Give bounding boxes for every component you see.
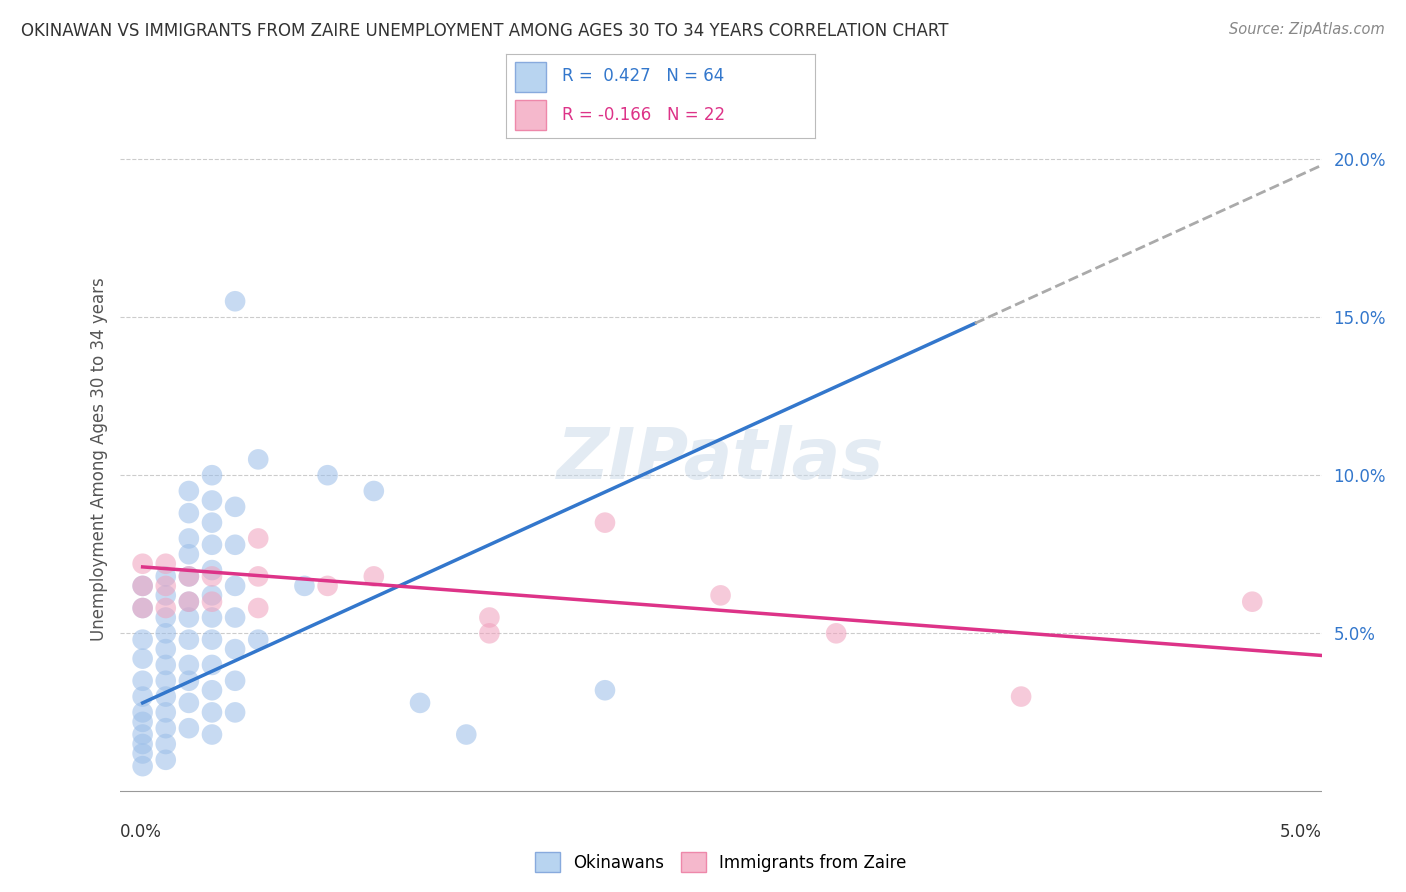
Point bbox=[1241, 595, 1264, 609]
Point bbox=[456, 727, 478, 741]
Point bbox=[247, 632, 270, 647]
Point bbox=[316, 468, 339, 483]
Point bbox=[201, 569, 224, 583]
Point bbox=[155, 657, 177, 672]
Text: 5.0%: 5.0% bbox=[1279, 822, 1322, 840]
Point bbox=[155, 673, 177, 688]
Point bbox=[201, 683, 224, 698]
Point bbox=[155, 626, 177, 640]
Point bbox=[201, 468, 224, 483]
Point bbox=[131, 601, 153, 615]
Point bbox=[131, 557, 153, 571]
Point bbox=[177, 657, 200, 672]
Text: R = -0.166   N = 22: R = -0.166 N = 22 bbox=[562, 105, 725, 123]
Point bbox=[224, 500, 246, 514]
Point bbox=[131, 714, 153, 729]
Y-axis label: Unemployment Among Ages 30 to 34 years: Unemployment Among Ages 30 to 34 years bbox=[90, 277, 108, 641]
Point bbox=[177, 610, 200, 624]
Point bbox=[1010, 690, 1032, 704]
Point bbox=[131, 673, 153, 688]
Legend: Okinawans, Immigrants from Zaire: Okinawans, Immigrants from Zaire bbox=[529, 846, 912, 879]
Point bbox=[131, 690, 153, 704]
Point bbox=[224, 642, 246, 657]
Point bbox=[131, 747, 153, 761]
Point bbox=[294, 579, 316, 593]
Point bbox=[177, 632, 200, 647]
Point bbox=[177, 673, 200, 688]
Point bbox=[201, 516, 224, 530]
Point bbox=[247, 452, 270, 467]
FancyBboxPatch shape bbox=[516, 100, 547, 130]
Text: ZIPatlas: ZIPatlas bbox=[557, 425, 884, 494]
Point bbox=[224, 579, 246, 593]
Point bbox=[131, 706, 153, 720]
Point bbox=[131, 737, 153, 751]
Point bbox=[201, 657, 224, 672]
Point bbox=[710, 588, 733, 602]
Point bbox=[593, 683, 616, 698]
Point bbox=[224, 294, 246, 309]
Point bbox=[155, 642, 177, 657]
Point bbox=[177, 483, 200, 498]
Point bbox=[201, 538, 224, 552]
Point bbox=[177, 532, 200, 546]
Point bbox=[409, 696, 432, 710]
Point bbox=[201, 610, 224, 624]
Point bbox=[155, 690, 177, 704]
Point bbox=[155, 721, 177, 735]
Point bbox=[247, 601, 270, 615]
Point bbox=[478, 626, 501, 640]
Point bbox=[247, 569, 270, 583]
Point bbox=[224, 706, 246, 720]
Point bbox=[177, 569, 200, 583]
Point bbox=[201, 727, 224, 741]
Point bbox=[155, 557, 177, 571]
Point bbox=[825, 626, 848, 640]
Point bbox=[155, 569, 177, 583]
Point bbox=[363, 483, 385, 498]
Point bbox=[155, 588, 177, 602]
Point bbox=[593, 516, 616, 530]
Point bbox=[131, 727, 153, 741]
Point bbox=[131, 759, 153, 773]
Point bbox=[177, 595, 200, 609]
Point bbox=[363, 569, 385, 583]
Point bbox=[155, 753, 177, 767]
Point bbox=[478, 610, 501, 624]
Text: OKINAWAN VS IMMIGRANTS FROM ZAIRE UNEMPLOYMENT AMONG AGES 30 TO 34 YEARS CORRELA: OKINAWAN VS IMMIGRANTS FROM ZAIRE UNEMPL… bbox=[21, 22, 949, 40]
Point bbox=[316, 579, 339, 593]
Point bbox=[177, 506, 200, 520]
Point bbox=[177, 569, 200, 583]
Point bbox=[177, 547, 200, 561]
Point bbox=[155, 706, 177, 720]
Point bbox=[201, 706, 224, 720]
Point bbox=[131, 651, 153, 665]
Point bbox=[224, 673, 246, 688]
Point bbox=[201, 563, 224, 577]
Point bbox=[201, 632, 224, 647]
Point bbox=[131, 632, 153, 647]
Point bbox=[201, 595, 224, 609]
Point bbox=[177, 595, 200, 609]
FancyBboxPatch shape bbox=[516, 62, 547, 92]
Point bbox=[224, 538, 246, 552]
Point bbox=[155, 737, 177, 751]
Point bbox=[247, 532, 270, 546]
Point bbox=[177, 696, 200, 710]
Point bbox=[201, 493, 224, 508]
Point bbox=[155, 601, 177, 615]
Point bbox=[155, 610, 177, 624]
Text: 0.0%: 0.0% bbox=[120, 822, 162, 840]
Point bbox=[155, 579, 177, 593]
Point bbox=[177, 721, 200, 735]
Point bbox=[224, 610, 246, 624]
Point bbox=[201, 588, 224, 602]
Text: R =  0.427   N = 64: R = 0.427 N = 64 bbox=[562, 68, 724, 86]
Point bbox=[131, 579, 153, 593]
Point bbox=[131, 579, 153, 593]
Text: Source: ZipAtlas.com: Source: ZipAtlas.com bbox=[1229, 22, 1385, 37]
Point bbox=[131, 601, 153, 615]
